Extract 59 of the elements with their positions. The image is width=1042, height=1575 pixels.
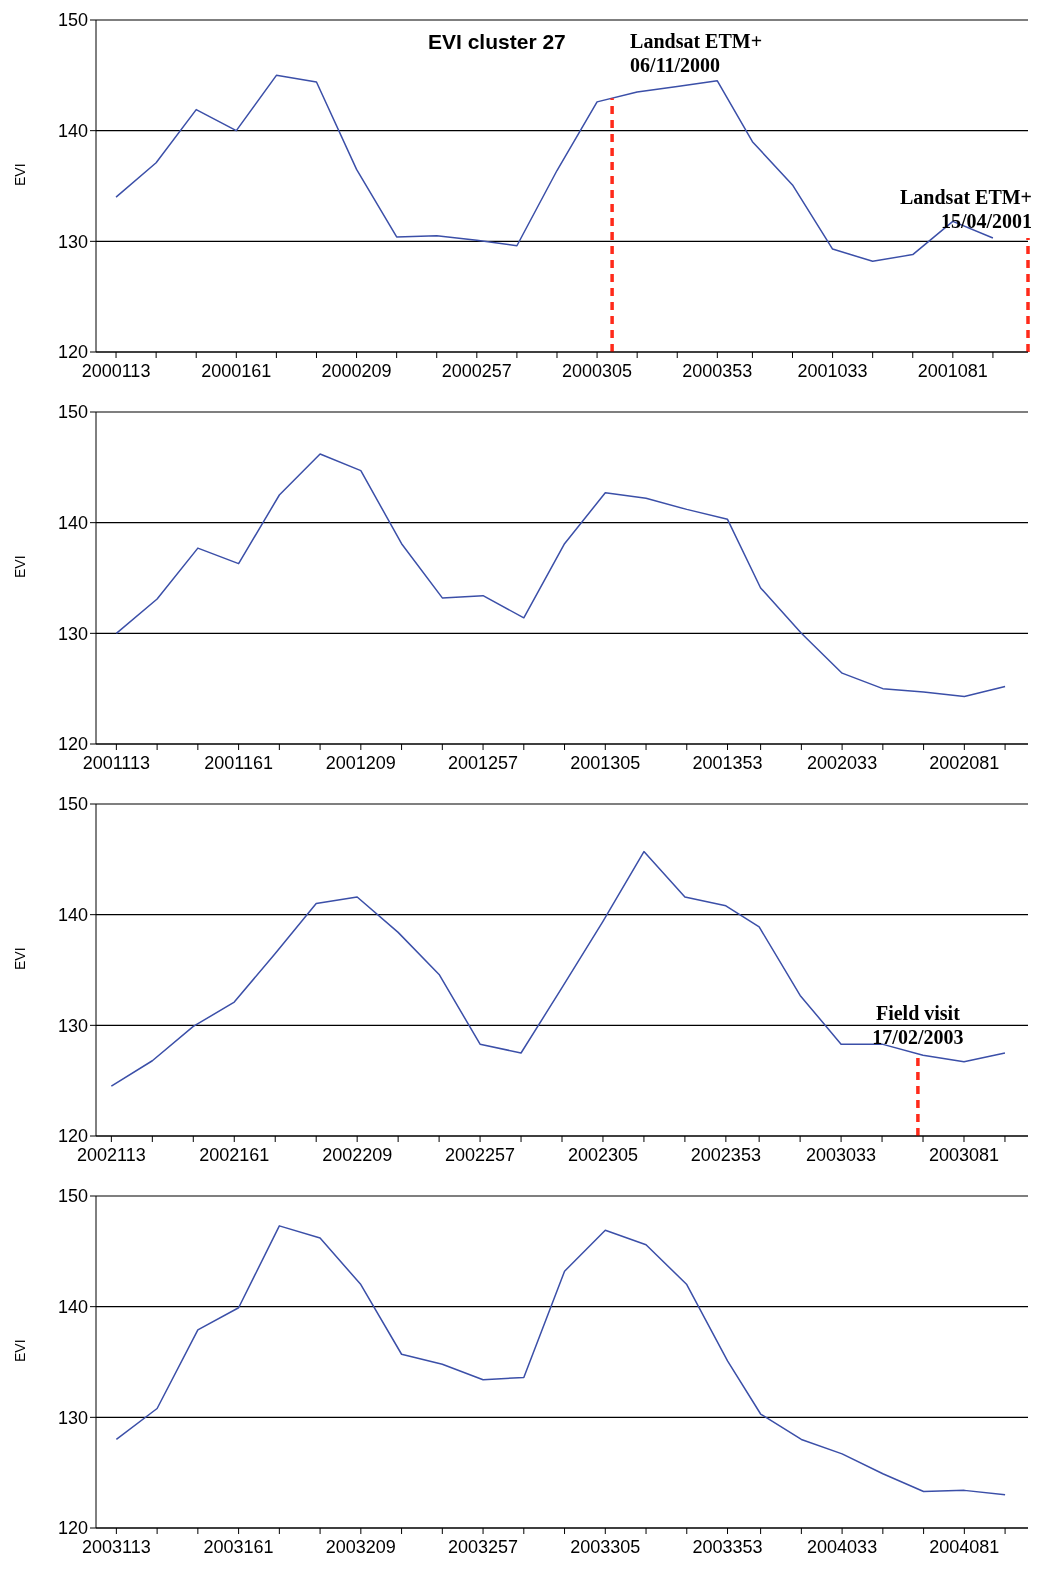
x-tick-label: 2000353 [682, 360, 753, 381]
x-tick-label: 2003161 [203, 1536, 274, 1557]
line-series [110, 850, 1006, 1087]
y-axis-title: EVI [11, 163, 28, 186]
y-tick-label: 130 [57, 1015, 88, 1036]
x-tick-label: 2002257 [445, 1144, 516, 1165]
y-tick-label: 120 [57, 342, 88, 363]
x-tick-label: 2003305 [570, 1536, 641, 1557]
x-tick-label: 2003081 [928, 1144, 1000, 1165]
x-tick-label: 2002353 [690, 1144, 761, 1165]
y-tick-label: 120 [57, 1126, 88, 1147]
y-tick-label: 150 [57, 1186, 88, 1207]
x-tick-label: 2000305 [562, 360, 633, 381]
x-tick-label: 2002305 [567, 1144, 639, 1165]
y-axis-title: EVI [11, 947, 28, 970]
x-tick-label: 2000257 [441, 360, 512, 381]
y-tick-label: 120 [57, 734, 88, 755]
x-tick-label: 2003257 [448, 1536, 519, 1557]
y-tick-label: 130 [57, 231, 88, 252]
x-tick-label: 2004081 [929, 1536, 1000, 1557]
line-series [115, 453, 1006, 698]
x-tick-label: 2004033 [807, 1536, 878, 1557]
x-tick-label: 2001113 [82, 752, 151, 773]
x-tick-label: 2002113 [76, 1144, 146, 1165]
line-series [115, 1225, 1006, 1496]
x-tick-label: 2001081 [917, 360, 988, 381]
x-tick-label: 2001257 [448, 752, 519, 773]
ref-line-label: Landsat ETM+ 06/11/2000 [630, 30, 763, 77]
ref-line-label: Field visit 17/02/2003 [872, 1001, 964, 1048]
x-tick-label: 2001353 [692, 752, 763, 773]
x-tick-label: 2002033 [807, 752, 878, 773]
y-tick-label: 140 [57, 121, 88, 142]
x-tick-label: 2002209 [322, 1144, 393, 1165]
x-tick-label: 2003209 [325, 1536, 396, 1557]
y-tick-label: 120 [57, 1518, 88, 1539]
y-tick-label: 150 [57, 402, 88, 423]
x-tick-label: 2000113 [81, 360, 151, 381]
y-axis-title: EVI [11, 1339, 28, 1362]
y-tick-label: 150 [57, 10, 88, 31]
x-tick-label: 2001305 [570, 752, 641, 773]
x-tick-label: 2003113 [82, 1536, 151, 1557]
y-tick-label: 140 [57, 513, 88, 534]
x-tick-label: 2001033 [797, 360, 868, 381]
y-tick-label: 150 [57, 794, 88, 815]
x-tick-label: 2001161 [204, 752, 273, 773]
y-tick-label: 130 [57, 1407, 88, 1428]
x-tick-label: 2002161 [199, 1144, 270, 1165]
y-tick-label: 140 [57, 905, 88, 926]
x-tick-label: 2003353 [692, 1536, 763, 1557]
y-axis-title: EVI [11, 555, 28, 578]
y-tick-label: 140 [57, 1297, 88, 1318]
x-tick-label: 2003033 [806, 1144, 877, 1165]
y-tick-label: 130 [57, 623, 88, 644]
text: EVI cluster 27 [428, 30, 566, 54]
x-tick-label: 2000161 [201, 360, 272, 381]
ref-line-label: Landsat ETM+ 15/04/2001 [900, 186, 1032, 233]
x-tick-label: 2000209 [321, 360, 392, 381]
x-tick-label: 2001209 [325, 752, 396, 773]
x-tick-label: 2002081 [929, 752, 1000, 773]
